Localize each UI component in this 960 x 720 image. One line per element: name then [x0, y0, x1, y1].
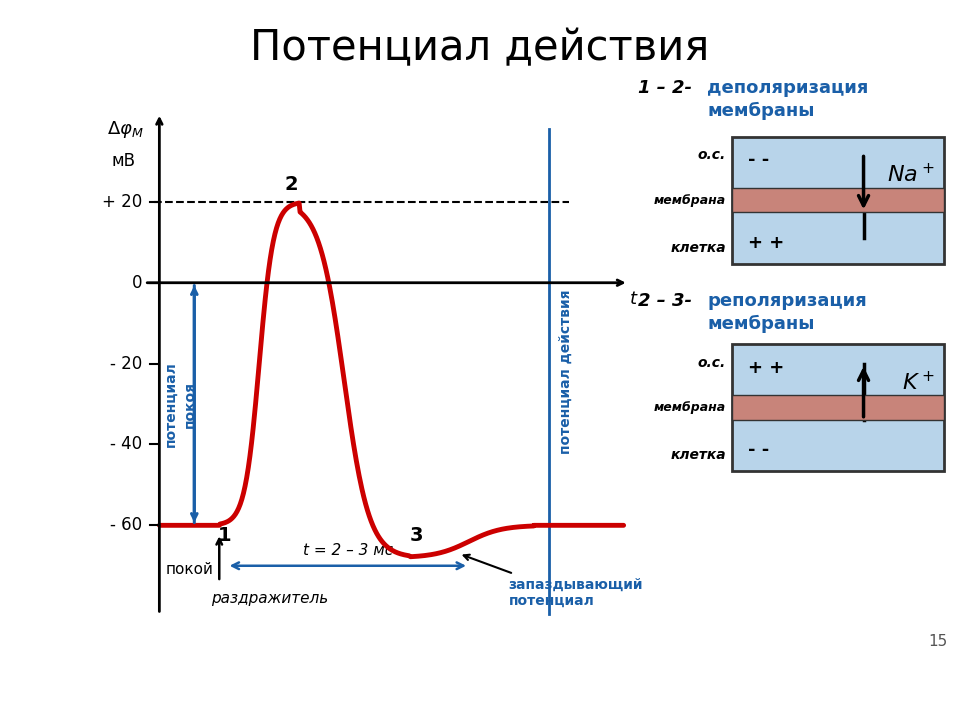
Text: о.с.: о.с.	[698, 356, 726, 369]
Text: 1: 1	[218, 526, 231, 546]
Text: мембрана: мембрана	[654, 194, 726, 207]
Text: потенциал
покоя: потенциал покоя	[164, 361, 197, 447]
Text: покой: покой	[165, 562, 213, 577]
Text: - -: - -	[748, 441, 769, 459]
Text: 1 – 2-: 1 – 2-	[638, 79, 692, 97]
Text: запаздывающий
потенциал: запаздывающий потенциал	[509, 578, 643, 608]
Text: $Na^+$: $Na^+$	[887, 163, 935, 186]
Text: + +: + +	[748, 234, 784, 252]
Text: + 20: + 20	[102, 193, 142, 211]
Text: t: t	[630, 290, 637, 308]
Text: потенциал действия: потенциал действия	[560, 289, 573, 454]
Text: реполяризация
мембраны: реполяризация мембраны	[707, 292, 867, 333]
Text: клетка: клетка	[670, 241, 726, 255]
Text: 0: 0	[132, 274, 142, 292]
Text: мВ: мВ	[112, 153, 136, 171]
Text: - -: - -	[748, 151, 769, 169]
Text: о.с.: о.с.	[698, 148, 726, 162]
Bar	[732, 344, 944, 471]
Text: 3: 3	[410, 526, 423, 546]
Text: деполяризация
мембраны: деполяризация мембраны	[707, 79, 869, 120]
Text: t = 2 – 3 мс: t = 2 – 3 мс	[302, 543, 393, 558]
Text: - 20: - 20	[109, 354, 142, 373]
Bar	[732, 137, 944, 264]
Text: 15: 15	[928, 634, 948, 649]
Text: - 40: - 40	[109, 436, 142, 454]
Text: мембрана: мембрана	[654, 401, 726, 414]
Text: раздражитель: раздражитель	[210, 590, 327, 606]
Text: 2 – 3-: 2 – 3-	[638, 292, 692, 310]
Bar	[732, 395, 944, 420]
Bar	[732, 188, 944, 212]
Text: $K^+$: $K^+$	[902, 371, 935, 394]
Text: 2: 2	[285, 175, 299, 194]
Text: + +: + +	[748, 359, 784, 377]
Text: клетка: клетка	[670, 449, 726, 462]
Text: $\Delta\varphi_M$: $\Delta\varphi_M$	[107, 119, 144, 140]
Text: Потенциал действия: Потенциал действия	[251, 27, 709, 70]
Text: - 60: - 60	[109, 516, 142, 534]
